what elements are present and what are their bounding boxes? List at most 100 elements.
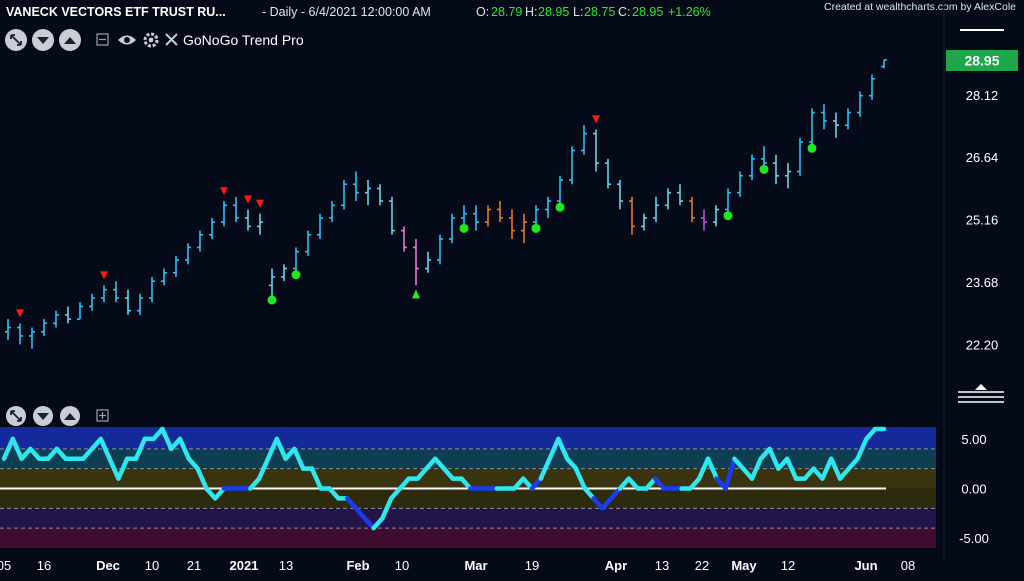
ohlc-bar bbox=[461, 205, 467, 227]
credit-text: Created at wealthcharts.com by AlexCole bbox=[824, 1, 1016, 13]
sell-signal-marker bbox=[244, 195, 252, 204]
chart-header: VANECK VECTORS ETF TRUST RU... - Daily -… bbox=[6, 1, 1016, 19]
close-label: C: bbox=[618, 5, 631, 19]
last-price-tag: 28.95 bbox=[946, 29, 1018, 71]
ohlc-bar bbox=[425, 251, 431, 273]
ohlc-bar bbox=[209, 217, 215, 240]
oscillator-pane: 5.00 0.00 -5.00 bbox=[0, 426, 989, 548]
ohlc-bar bbox=[869, 74, 875, 100]
price-axis: 28.12 26.64 25.16 23.68 22.20 bbox=[966, 88, 999, 353]
ohlc-bar bbox=[65, 306, 71, 324]
pane-divider[interactable] bbox=[958, 384, 1004, 403]
main-toolbar: GoNoGo Trend Pro bbox=[5, 29, 304, 51]
ohlc-bar bbox=[137, 293, 143, 315]
ohlc-bar bbox=[701, 209, 707, 231]
price-bars bbox=[5, 59, 887, 349]
eye-icon[interactable] bbox=[118, 35, 136, 45]
ohlc-bar bbox=[5, 319, 11, 341]
oscillator-segment bbox=[855, 436, 869, 461]
oscillator-segment bbox=[380, 496, 394, 521]
indicator-name: GoNoGo Trend Pro bbox=[183, 32, 304, 48]
date-tick-label: Jun bbox=[854, 558, 877, 573]
ohlc-bar bbox=[749, 154, 755, 180]
trend-continuation-dot bbox=[267, 295, 277, 305]
last-price-value: 28.95 bbox=[964, 53, 999, 69]
osc-arrows-out-icon[interactable] bbox=[6, 406, 26, 426]
date-tick-label: 13 bbox=[655, 558, 669, 573]
date-tick-label: Apr bbox=[605, 558, 627, 573]
oscillator-segment bbox=[556, 436, 570, 461]
trend-continuation-dot bbox=[723, 211, 733, 221]
osc-chevron-up-icon[interactable] bbox=[60, 406, 80, 426]
close-icon[interactable] bbox=[165, 33, 178, 46]
ohlc-bar bbox=[125, 289, 131, 315]
chevron-up-icon[interactable] bbox=[59, 29, 81, 51]
ohlc-bar bbox=[185, 243, 191, 265]
date-tick-label: Dec bbox=[96, 558, 120, 573]
oscillator-segment bbox=[10, 436, 24, 461]
gear-icon[interactable] bbox=[143, 32, 159, 48]
ohlc-bar bbox=[809, 108, 815, 147]
add-pane-icon[interactable] bbox=[96, 409, 109, 422]
oscillator-segment bbox=[538, 456, 552, 481]
ohlc-bar bbox=[89, 293, 95, 311]
arrows-out-icon[interactable] bbox=[5, 29, 27, 51]
signal-markers bbox=[16, 115, 817, 318]
oscillator-segment bbox=[292, 446, 306, 471]
chevron-down-icon[interactable] bbox=[32, 29, 54, 51]
ohlc-bar bbox=[281, 264, 287, 282]
ohlc-bar bbox=[389, 196, 395, 235]
price-tick-label: 22.20 bbox=[966, 337, 999, 352]
ohlc-bar bbox=[245, 209, 251, 231]
ohlc-bar bbox=[173, 255, 179, 277]
open-label: O: bbox=[476, 5, 489, 19]
ohlc-bar bbox=[857, 91, 863, 117]
oscillator-segment bbox=[309, 466, 324, 491]
trend-continuation-dot bbox=[759, 164, 769, 174]
date-tick-label: May bbox=[731, 558, 757, 573]
date-tick-label: Feb bbox=[346, 558, 369, 573]
oscillator-segment bbox=[98, 436, 112, 461]
ohlc-bar bbox=[725, 188, 731, 214]
oscillator-segment bbox=[820, 456, 834, 481]
oscillator-segment bbox=[767, 446, 781, 471]
high-label: H: bbox=[525, 5, 538, 19]
oscillator-line bbox=[1, 426, 887, 531]
ohlc-bar bbox=[17, 323, 23, 345]
ohlc-bar bbox=[677, 184, 683, 206]
ohlc-bar bbox=[797, 137, 803, 176]
price-tick-label: 23.68 bbox=[966, 275, 999, 290]
ohlc-bar bbox=[881, 59, 887, 69]
ohlc-bar bbox=[653, 196, 659, 223]
oscillator-toolbar bbox=[6, 406, 109, 426]
ohlc-bar bbox=[485, 205, 491, 227]
ohlc-bar bbox=[833, 112, 839, 138]
ohlc-bar bbox=[761, 146, 767, 168]
ohlc-bar bbox=[497, 201, 503, 223]
ohlc-bar bbox=[377, 184, 383, 206]
ohlc-bar bbox=[221, 201, 227, 227]
ohlc-bar bbox=[77, 302, 83, 320]
ohlc-bar bbox=[353, 171, 359, 202]
ohlc-bar bbox=[581, 125, 587, 155]
oscillator-zone bbox=[0, 528, 936, 548]
oscillator-segment bbox=[256, 456, 271, 481]
date-tick-label: 08 bbox=[901, 558, 915, 573]
date-tick-label: 19 bbox=[525, 558, 539, 573]
oscillator-segment bbox=[160, 426, 174, 452]
oscillator-segment bbox=[784, 456, 799, 481]
date-tick-label: 16 bbox=[37, 558, 51, 573]
oscillator-segment bbox=[107, 456, 121, 481]
ohlc-bar bbox=[365, 179, 371, 206]
ohlc-bar bbox=[545, 196, 551, 218]
oscillator-tick-label: 0.00 bbox=[961, 481, 986, 496]
oscillator-segment bbox=[133, 436, 148, 461]
collapse-icon[interactable] bbox=[96, 33, 109, 46]
ohlc-bar bbox=[197, 230, 203, 252]
sell-signal-marker bbox=[100, 271, 108, 280]
ohlc-bar bbox=[149, 276, 155, 303]
ohlc-bar bbox=[773, 154, 779, 185]
buy-signal-marker bbox=[412, 289, 420, 299]
osc-chevron-down-icon[interactable] bbox=[33, 406, 53, 426]
oscillator-zone bbox=[0, 448, 936, 469]
